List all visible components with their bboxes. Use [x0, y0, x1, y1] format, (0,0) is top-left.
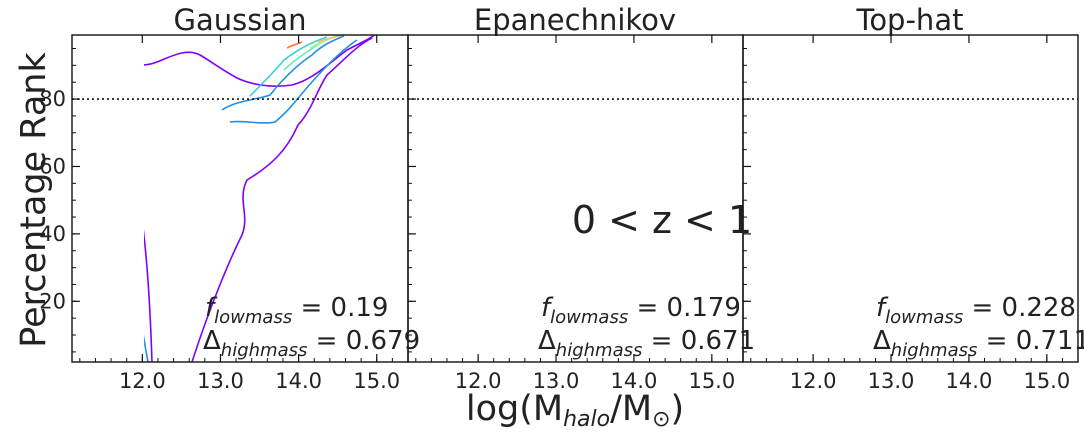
contour-level-2: [93, 168, 127, 362]
svg-text:flowmass = 0.228: flowmass = 0.228: [876, 293, 1076, 328]
contour-level-4: [437, 266, 448, 362]
x-tick-label: 15.0: [1023, 369, 1070, 393]
panel-gaussian: [71, 34, 409, 363]
contour-level-5: [317, 35, 341, 43]
contour-level-3: [620, 35, 678, 70]
svg-text:Δhighmass = 0.671: Δhighmass = 0.671: [538, 326, 755, 361]
contour-level-2: [249, 36, 328, 97]
x-axis-label: log(Mhalo/M⊙): [466, 389, 684, 432]
contour-level-0: [144, 35, 375, 87]
contour-level-6: [623, 42, 638, 48]
x-tick-label: 14.0: [275, 369, 322, 393]
annotation-gaussian: flowmass = 0.19 Δhighmass = 0.679: [203, 293, 420, 361]
contour-level-1: [221, 35, 345, 111]
contour-level-1: [144, 334, 149, 362]
x-tick-label: 15.0: [688, 369, 735, 393]
x-tick-label: 14.0: [946, 369, 993, 393]
contour-level-6: [773, 346, 778, 362]
contour-level-4: [981, 35, 1011, 48]
y-axis-label: Percentage Rank: [14, 52, 54, 348]
contour-level-4: [101, 266, 112, 362]
contour-level-6: [102, 346, 107, 362]
svg-text:Δhighmass = 0.679: Δhighmass = 0.679: [203, 326, 420, 361]
panel-title-epanechnikov: Epanechnikov: [474, 3, 676, 37]
x-tick-label: 13.0: [868, 369, 915, 393]
contour-level-6: [958, 42, 973, 48]
y-tick-label: 20: [39, 289, 66, 313]
y-tick-label: 80: [39, 87, 66, 111]
annotation-tophat: flowmass = 0.228 Δhighmass = 0.711: [873, 293, 1084, 361]
x-tick-label: 12.0: [455, 369, 502, 393]
panel-frame: [742, 34, 1079, 363]
contour-level-1: [893, 36, 1015, 110]
contour-level-2: [586, 37, 663, 96]
y-tick-labels: 20 40 60 80: [39, 87, 66, 313]
y-tick-label: 40: [39, 222, 66, 246]
annotation-epanechnikov: flowmass = 0.179 Δhighmass = 0.671: [538, 293, 755, 361]
x-tick-label: 12.0: [790, 369, 837, 393]
x-tick-label: 14.0: [611, 369, 658, 393]
x-tick-label: 15.0: [353, 369, 400, 393]
svg-text:flowmass = 0.19: flowmass = 0.19: [205, 293, 388, 328]
y-tick-label: 60: [39, 154, 66, 178]
contour-level-5: [989, 36, 1011, 42]
contour-level-3: [434, 222, 454, 362]
contour-level-0: [411, 35, 710, 96]
contour-level-0: [418, 81, 488, 362]
contour-level-3: [769, 222, 789, 362]
svg-text:Δhighmass = 0.711: Δhighmass = 0.711: [873, 326, 1084, 361]
contour-level-2: [921, 37, 998, 96]
contour-level-0: [191, 37, 373, 362]
contour-level-6: [438, 346, 443, 362]
contour-level-3: [955, 35, 1013, 70]
svg-text:flowmass = 0.179: flowmass = 0.179: [541, 293, 741, 328]
panel-title-gaussian: Gaussian: [173, 3, 306, 37]
panel-tophat: [742, 34, 1079, 363]
contour-level-0: [753, 81, 823, 362]
contour-level-4: [772, 266, 783, 362]
contour-level-6: [286, 41, 303, 49]
contour-level-2: [764, 168, 798, 362]
contour-level-1: [758, 99, 819, 362]
redshift-label: 0 < z < 1: [572, 198, 752, 242]
x-tick-label: 12.0: [119, 369, 166, 393]
contour-level-0: [746, 35, 1045, 96]
x-tick-label: 13.0: [533, 369, 580, 393]
contour-level-1: [566, 40, 693, 123]
panel-title-tophat: Top-hat: [856, 3, 964, 37]
x-tick-label: 13.0: [197, 369, 244, 393]
contour-level-2: [429, 168, 463, 362]
contour-level-1: [558, 36, 680, 110]
contour-level-1: [423, 99, 484, 362]
contour-level-1: [901, 40, 1028, 123]
contour-level-3: [98, 222, 118, 362]
x-tick-labels: 12.0 13.0 14.0 15.0 12.0 13.0 14.0 15.0 12.0 13.0…: [119, 369, 1070, 393]
contour-level-1: [229, 39, 358, 124]
contour-level-0: [144, 229, 153, 362]
